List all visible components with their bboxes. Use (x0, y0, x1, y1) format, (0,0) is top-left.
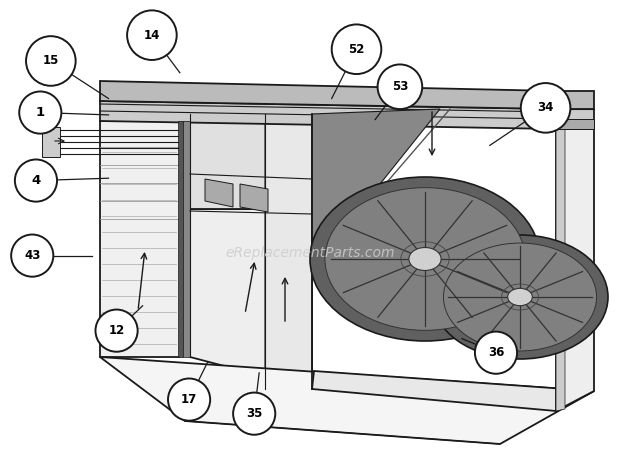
Circle shape (26, 36, 76, 86)
Text: 14: 14 (144, 29, 160, 42)
Circle shape (95, 310, 138, 352)
Polygon shape (100, 121, 180, 357)
Circle shape (127, 10, 177, 60)
Text: 43: 43 (24, 249, 40, 262)
Polygon shape (178, 121, 183, 357)
Ellipse shape (325, 188, 525, 330)
Polygon shape (556, 129, 594, 411)
Polygon shape (312, 109, 440, 269)
Text: 4: 4 (32, 174, 40, 187)
Text: 12: 12 (108, 324, 125, 337)
Polygon shape (100, 101, 594, 129)
Ellipse shape (409, 248, 441, 271)
Text: 36: 36 (488, 346, 504, 359)
Text: 15: 15 (43, 54, 59, 68)
Polygon shape (265, 114, 312, 389)
Circle shape (15, 159, 57, 202)
Polygon shape (190, 209, 312, 389)
Text: eReplacementParts.com: eReplacementParts.com (225, 246, 395, 260)
Text: 52: 52 (348, 43, 365, 56)
Polygon shape (240, 184, 268, 212)
Ellipse shape (432, 235, 608, 359)
Polygon shape (556, 119, 594, 129)
Ellipse shape (508, 288, 533, 306)
Circle shape (378, 64, 422, 109)
Ellipse shape (310, 177, 540, 341)
Text: 34: 34 (538, 101, 554, 114)
Circle shape (11, 234, 53, 277)
Polygon shape (42, 127, 60, 157)
Polygon shape (100, 357, 594, 444)
Polygon shape (183, 121, 190, 357)
Polygon shape (312, 371, 594, 411)
Polygon shape (190, 114, 312, 209)
Text: 1: 1 (36, 106, 45, 119)
Polygon shape (556, 129, 565, 411)
Polygon shape (100, 81, 594, 109)
Text: 35: 35 (246, 407, 262, 420)
Text: 53: 53 (392, 80, 408, 93)
Polygon shape (205, 179, 233, 207)
Circle shape (233, 393, 275, 435)
Circle shape (168, 378, 210, 421)
Text: 17: 17 (181, 393, 197, 406)
Circle shape (475, 332, 517, 374)
Ellipse shape (443, 243, 596, 351)
Circle shape (19, 91, 61, 134)
Circle shape (332, 24, 381, 74)
Circle shape (521, 83, 570, 133)
